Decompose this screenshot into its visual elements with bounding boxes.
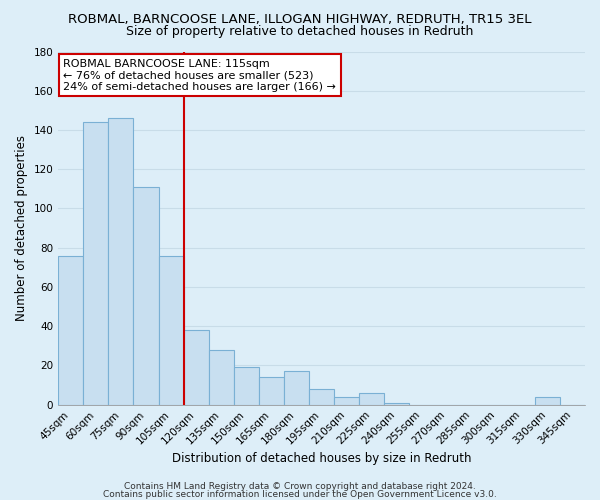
Bar (109, 118, 133, 405)
Bar (133, 187, 158, 404)
Bar (309, 389, 334, 404)
Bar (234, 368, 259, 405)
Bar (259, 378, 284, 404)
Bar (83, 122, 109, 405)
Y-axis label: Number of detached properties: Number of detached properties (15, 135, 28, 321)
X-axis label: Distribution of detached houses by size in Redruth: Distribution of detached houses by size … (172, 452, 472, 465)
Bar (184, 330, 209, 404)
Bar (209, 350, 234, 405)
Text: Contains public sector information licensed under the Open Government Licence v3: Contains public sector information licen… (103, 490, 497, 499)
Text: ROBMAL, BARNCOOSE LANE, ILLOGAN HIGHWAY, REDRUTH, TR15 3EL: ROBMAL, BARNCOOSE LANE, ILLOGAN HIGHWAY,… (68, 12, 532, 26)
Text: Contains HM Land Registry data © Crown copyright and database right 2024.: Contains HM Land Registry data © Crown c… (124, 482, 476, 491)
Bar (158, 256, 184, 404)
Bar (385, 403, 409, 404)
Bar (359, 393, 385, 404)
Text: ROBMAL BARNCOOSE LANE: 115sqm
← 76% of detached houses are smaller (523)
24% of : ROBMAL BARNCOOSE LANE: 115sqm ← 76% of d… (64, 58, 337, 92)
Bar (58, 256, 83, 404)
Bar (535, 397, 560, 404)
Text: Size of property relative to detached houses in Redruth: Size of property relative to detached ho… (127, 25, 473, 38)
Bar (284, 372, 309, 404)
Bar (334, 397, 359, 404)
